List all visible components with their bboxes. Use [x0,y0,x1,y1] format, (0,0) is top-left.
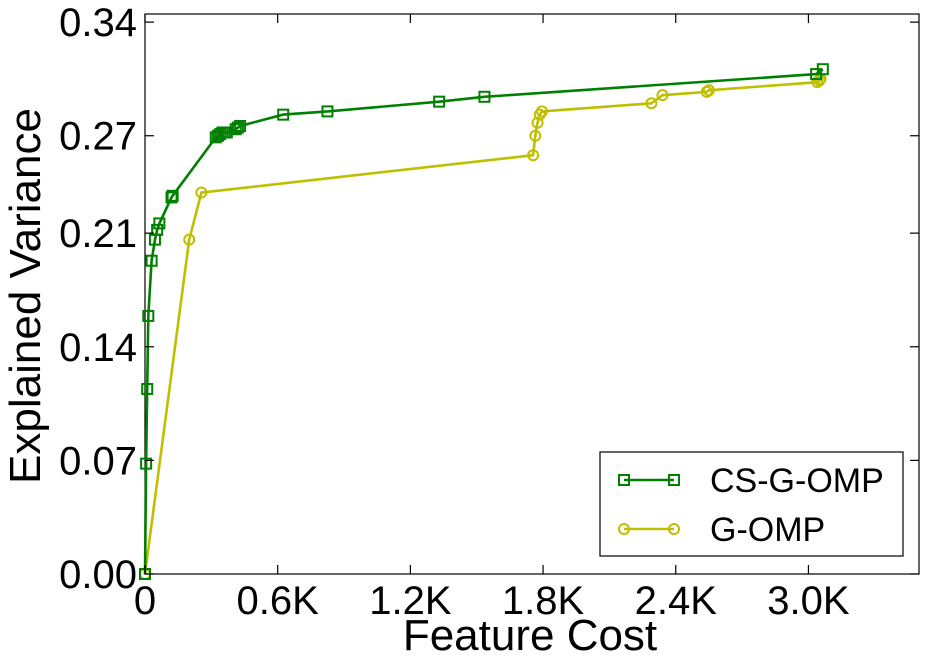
data-point-cs-g-omp [145,254,158,267]
data-point-g-omp [195,186,208,199]
data-point-cs-g-omp [478,90,491,103]
legend-label-cs-g-omp: CS-G-OMP [710,462,884,500]
legend-marker-g-omp [618,523,630,535]
data-point-g-omp [183,233,196,246]
data-point-cs-g-omp [433,95,446,108]
y-tick-label: 0.27 [59,115,137,159]
data-point-g-omp [656,89,669,102]
y-tick-label: 0.21 [59,212,137,256]
y-tick-label: 0.14 [59,326,137,370]
legend-marker-g-omp [668,523,680,535]
data-point-cs-g-omp [165,191,178,204]
axes-layer: 0 0.6K 1.2K 1.8K 2.4K 3.0K 0.00 0.07 0.14 0.21 0.2… [59,1,919,623]
series-line-g-omp [143,78,822,575]
data-point-cs-g-omp [277,108,290,121]
x-axis-title: Feature Cost [403,611,657,660]
y-tick-label: 0.34 [59,1,137,45]
data-point-cs-g-omp [140,457,153,470]
x-tick-label: 3.0K [767,579,850,623]
y-tick-label: 0.07 [59,439,137,483]
data-point-g-omp [645,97,658,110]
plot-frame [144,13,920,575]
y-tick-label: 0.00 [59,553,137,597]
data-point-cs-g-omp [151,223,164,236]
x-tick-label: 2.4K [635,579,718,623]
series-g-omp [139,72,827,580]
data-point-cs-g-omp [153,217,166,230]
legend-box [599,451,904,557]
legend: CS-G-OMP G-OMP [599,451,904,557]
y-axis-title: Explained Variance [1,108,50,484]
data-point-g-omp [527,149,540,162]
legend-label-g-omp: G-OMP [710,511,825,549]
x-tick-label: 1.2K [369,579,452,623]
data-point-cs-g-omp [234,120,247,132]
data-point-cs-g-omp [816,63,829,76]
series-layer [139,63,829,580]
data-point-cs-g-omp [220,126,233,139]
data-point-g-omp [535,105,548,118]
data-point-cs-g-omp [166,189,179,202]
x-tick-label: 0 [134,579,156,623]
data-point-cs-g-omp [321,105,334,118]
data-point-g-omp [531,116,544,129]
x-tick-label: 1.8K [502,579,585,623]
legend-marker-cs-g-omp [668,474,680,486]
data-point-g-omp [700,85,713,98]
data-point-cs-g-omp [231,121,244,134]
data-point-g-omp [811,76,824,89]
data-point-g-omp [529,129,542,142]
series-cs-g-omp [139,63,829,580]
x-tick-label: 0.6K [237,579,320,623]
legend-marker-cs-g-omp [618,474,630,486]
plot-area [144,13,920,575]
data-point-cs-g-omp [142,309,155,322]
data-point-g-omp [702,84,715,97]
data-point-cs-g-omp [141,382,154,395]
